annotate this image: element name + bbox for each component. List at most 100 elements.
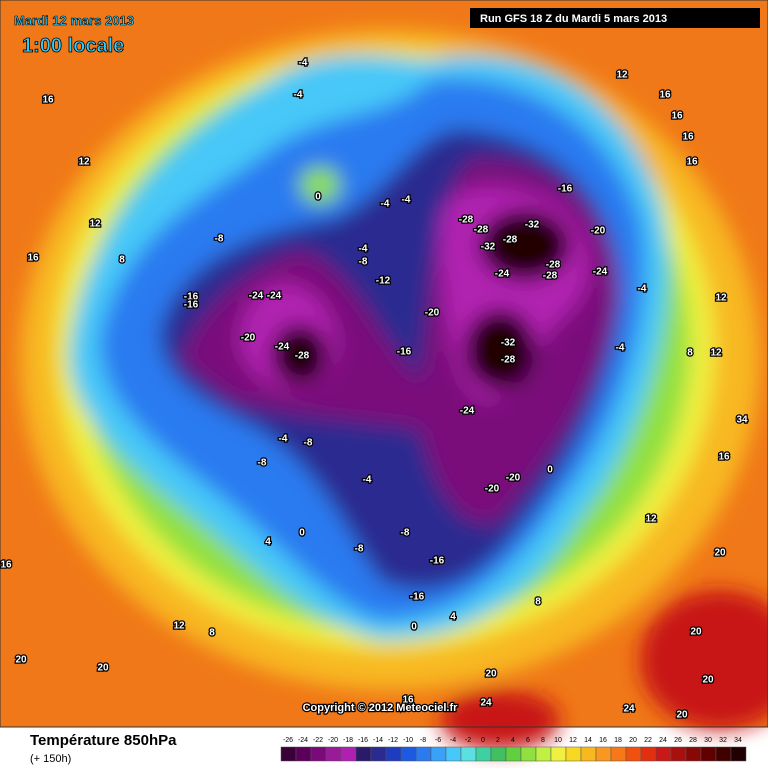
scale-swatch [370,746,387,762]
scale-swatch [430,746,447,762]
contour-label: 16 [0,560,12,571]
contour-label: 20 [690,627,702,638]
contour-label: -4 [359,244,368,255]
contour-label: 16 [686,157,698,168]
scale-swatch [385,746,402,762]
contour-label: -12 [376,276,391,287]
contour-label: 8 [119,255,125,266]
contour-label: 16 [718,452,730,463]
scale-label: -26 [283,737,293,744]
contour-label: -24 [460,406,475,417]
scale-label: 2 [496,737,500,744]
scale-label: -24 [298,737,308,744]
contour-label: 16 [671,111,683,122]
scale-swatch [565,746,582,762]
run-info: Run GFS 18 Z du Mardi 5 mars 2013 [480,13,667,25]
contour-label: -20 [241,333,256,344]
scale-swatch [340,746,357,762]
contour-label: 24 [480,698,492,709]
contour-label: -28 [295,351,310,362]
scale-label: 34 [734,737,742,744]
contour-label: 12 [78,157,90,168]
scale-label: 6 [526,737,530,744]
scale-label: 30 [704,737,712,744]
scale-label: -20 [328,737,338,744]
contour-label: -4 [294,90,303,101]
scale-swatch [490,746,507,762]
scale-label: -22 [313,737,323,744]
scale-swatch [640,746,657,762]
scale-label: 4 [511,737,515,744]
contour-label: 16 [682,132,694,143]
scale-label: -12 [388,737,398,744]
scale-swatch [280,746,297,762]
contour-label: -16 [184,300,199,311]
contour-label: -4 [616,343,625,354]
contour-label: 20 [15,655,27,666]
scale-swatch [475,746,492,762]
contour-label: 8 [687,348,693,359]
contour-label: -8 [215,234,224,245]
contour-label: -4 [402,195,411,206]
scale-swatch [505,746,522,762]
forecast-date: Mardi 12 mars 2013 [14,13,134,28]
contour-label: 24 [623,704,635,715]
contour-label: -8 [258,458,267,469]
contour-label: -28 [503,235,518,246]
scale-swatch [310,746,327,762]
contour-label: -32 [481,242,496,253]
scale-label: 8 [541,737,545,744]
contour-label: -4 [363,475,372,486]
contour-label: -28 [501,355,516,366]
scale-label: -6 [435,737,441,744]
contour-label: -24 [249,291,264,302]
scale-label: -16 [358,737,368,744]
contour-label: -20 [485,484,500,495]
contour-label: 4 [265,537,271,548]
contour-label: 12 [616,70,628,81]
contour-label: 20 [485,669,497,680]
scale-label: 10 [554,737,562,744]
scale-swatch [580,746,597,762]
contour-label: 8 [209,628,215,639]
scale-label: -14 [373,737,383,744]
scale-swatch [610,746,627,762]
contour-label: 20 [676,710,688,721]
map-frame [0,0,768,728]
footer-title: Température 850hPa [30,732,177,749]
contour-label: -28 [546,260,561,271]
contour-label: 16 [27,253,39,264]
scale-swatch [325,746,342,762]
contour-label: 12 [89,219,101,230]
scale-swatch [445,746,462,762]
contour-label: 8 [535,597,541,608]
scale-label: 32 [719,737,727,744]
scale-label: -10 [403,737,413,744]
contour-label: 20 [714,548,726,559]
scale-swatch [520,746,537,762]
contour-label: -8 [355,544,364,555]
contour-label: 16 [402,695,414,706]
contour-label: -24 [267,291,282,302]
contour-label: -8 [359,257,368,268]
scale-label: 12 [569,737,577,744]
contour-label: 12 [715,293,727,304]
scale-label: -18 [343,737,353,744]
contour-label: -16 [430,556,445,567]
contour-label: 12 [710,348,722,359]
scale-swatch [625,746,642,762]
scale-swatch [355,746,372,762]
contour-label: 16 [659,90,671,101]
scale-swatch [295,746,312,762]
scale-swatch [715,746,732,762]
contour-label: -20 [425,308,440,319]
forecast-time: 1:00 locale [22,35,124,57]
contour-label: -24 [275,342,290,353]
scale-swatch [400,746,417,762]
contour-label: -16 [558,184,573,195]
copyright: Copyright © 2012 Meteociel.fr [303,702,459,714]
contour-label: 0 [411,622,417,633]
contour-label: 0 [547,465,553,476]
